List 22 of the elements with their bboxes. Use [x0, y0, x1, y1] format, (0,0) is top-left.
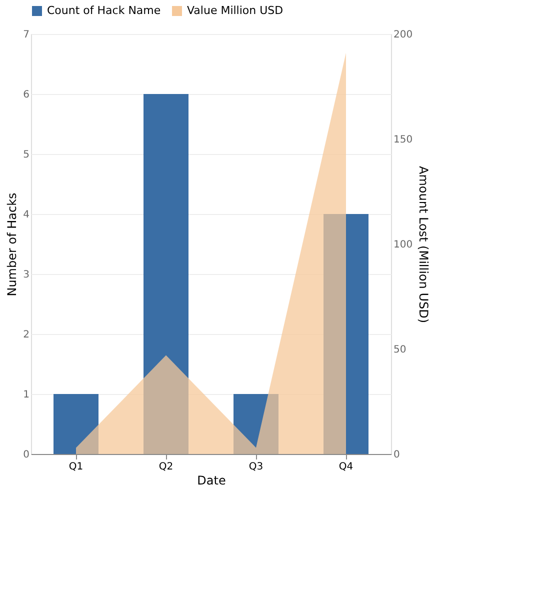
y2-tick-label: 150	[394, 134, 413, 146]
y-tick-label: 1	[23, 390, 30, 400]
y-tick-label: 7	[23, 30, 30, 40]
y2-tick-label: 100	[394, 240, 413, 250]
legend-label: Value Million USD	[187, 4, 284, 17]
x-tick-label: Q1	[68, 462, 84, 472]
x-axis-title: Date	[197, 474, 226, 488]
y-tick-label: 5	[23, 150, 30, 160]
y-tick-label: 6	[23, 90, 30, 100]
y2-tick-label: 200	[394, 30, 413, 40]
y-axis-title: Number of Hacks	[5, 192, 20, 296]
legend-label: Count of Hack Name	[47, 4, 161, 17]
y2-axis-title: Amount Lost (Million USD)	[416, 166, 431, 324]
y-tick-label: 4	[23, 210, 30, 220]
x-tick-label: Q4	[338, 462, 354, 472]
y-tick-label: 3	[23, 270, 30, 280]
x-tick-label: Q2	[158, 462, 174, 472]
y-tick-label: 2	[23, 330, 30, 340]
x-tick-label: Q3	[248, 462, 264, 472]
y2-tick-label: 0	[394, 450, 400, 460]
y2-tick-label: 50	[394, 344, 406, 356]
y-tick-label: 0	[23, 450, 30, 460]
